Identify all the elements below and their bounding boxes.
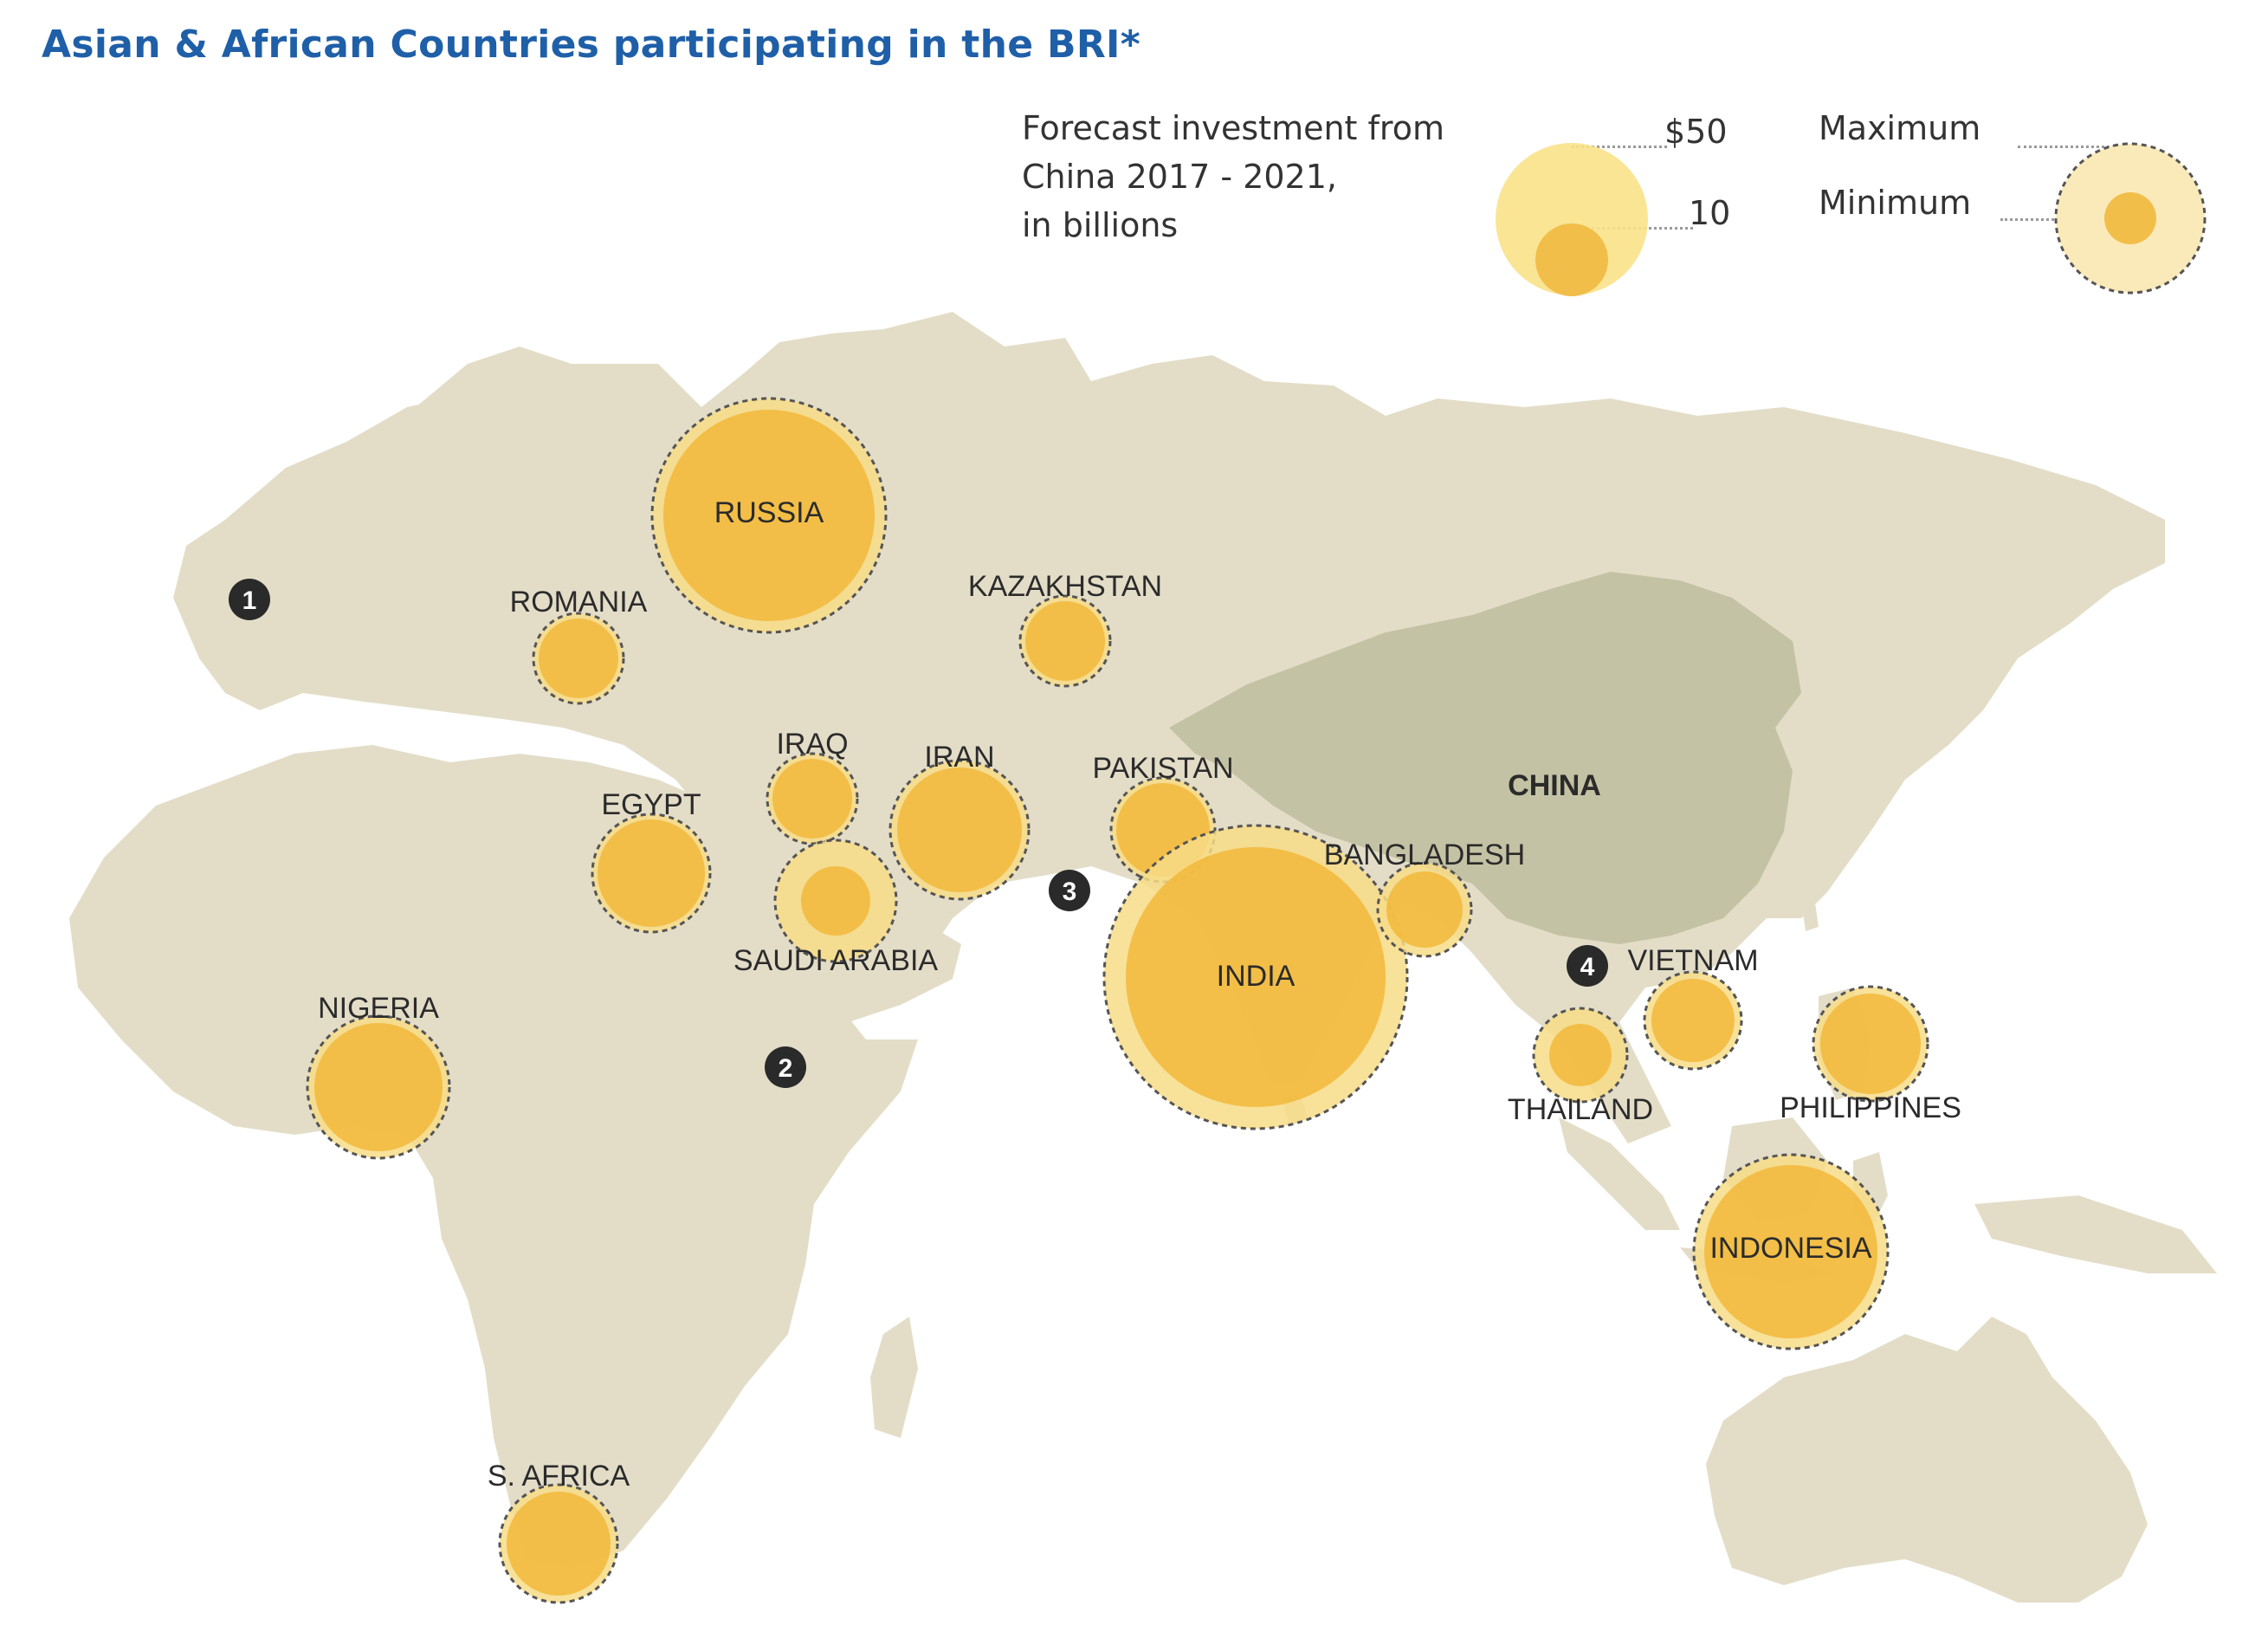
legend-line-3: in billions	[1022, 206, 1179, 244]
country-label-romania: ROMANIA	[510, 586, 648, 618]
bubble-nigeria	[306, 1014, 451, 1160]
japan	[1862, 641, 1940, 780]
bubble-min-thailand	[1549, 1024, 1612, 1086]
bubble-kazakhstan	[1018, 594, 1112, 688]
country-label-bangladesh: BANGLADESH	[1324, 839, 1525, 871]
bubble-s-africa	[498, 1483, 619, 1604]
country-label-iran: IRAN	[924, 741, 994, 774]
legend-leader-max	[2018, 146, 2130, 148]
country-label-saudi-arabia: SAUDI ARABIA	[733, 944, 939, 977]
marker-3: 3	[1049, 870, 1090, 911]
bubble-min-egypt	[598, 819, 705, 927]
taiwan	[1801, 897, 1819, 931]
legend-symbols	[1496, 142, 2207, 296]
bubble-thailand	[1532, 1007, 1629, 1104]
bubble-iraq	[766, 752, 859, 845]
bubble-vietnam	[1643, 970, 1743, 1071]
country-labels: RUSSIA ROMANIA KAZAKHSTAN IRAQ IRAN PAKISTAN E…	[318, 496, 1961, 1493]
bubble-min-india	[1126, 847, 1386, 1107]
marker-number-4: 4	[1580, 953, 1595, 981]
legend-min-label: Minimum	[1819, 184, 1972, 222]
china-label: CHINA	[1508, 769, 1601, 802]
bubble-indonesia	[1692, 1153, 1890, 1350]
country-label-india: INDIA	[1217, 960, 1296, 993]
marker-circle-2	[765, 1046, 806, 1088]
bubble-min-vietnam	[1651, 979, 1735, 1062]
legend-size-large-label: $50	[1664, 113, 1728, 151]
legend-leader-large	[1572, 146, 1667, 148]
bubble-egypt	[591, 813, 712, 934]
bubble-philippines	[1812, 985, 1929, 1103]
bubble-russia	[650, 397, 888, 634]
country-label-pakistan: PAKISTAN	[1092, 752, 1233, 785]
investment-bubbles	[306, 397, 1929, 1604]
country-label-vietnam: VIETNAM	[1627, 944, 1758, 977]
australia	[1706, 1317, 2148, 1603]
bubble-min-iraq	[772, 759, 852, 839]
legend-max-label: Maximum	[1819, 109, 1981, 147]
bubble-min-indonesia	[1704, 1165, 1877, 1338]
country-label-egypt: EGYPT	[601, 788, 701, 821]
bubble-min-s-africa	[507, 1492, 611, 1596]
country-label-philippines: PHILIPPINES	[1780, 1091, 1961, 1124]
country-label-thailand: THAILAND	[1508, 1093, 1653, 1126]
marker-number-1: 1	[242, 586, 257, 615]
marker-4: 4	[1567, 945, 1608, 987]
country-label-nigeria: NIGERIA	[318, 992, 439, 1025]
marker-circle-3	[1049, 870, 1090, 911]
bubble-min-nigeria	[314, 1023, 443, 1151]
country-label-iraq: IRAQ	[776, 728, 848, 761]
marker-circle-4	[1567, 945, 1608, 987]
bubble-min-russia	[663, 410, 875, 621]
africa-landmass	[69, 745, 918, 1568]
country-label-russia: RUSSIA	[714, 496, 824, 529]
legend-bubble-small	[1535, 223, 1608, 296]
legend-description: Forecast investment from China 2017 - 20…	[1022, 104, 1444, 249]
marker-1: 1	[229, 579, 270, 620]
scandinavia	[416, 346, 572, 485]
bubble-saudi-arabia	[773, 839, 898, 963]
bubble-min-philippines	[1820, 994, 1921, 1094]
bubble-min-kazakhstan	[1025, 601, 1105, 681]
numbered-markers: 1 2 3 4	[229, 579, 1608, 1088]
marker-number-2: 2	[779, 1054, 793, 1083]
legend-bubble-large	[1496, 143, 1648, 295]
bubble-romania	[532, 612, 625, 705]
marker-circle-1	[229, 579, 270, 620]
legend-line-2: China 2017 - 2021,	[1022, 158, 1337, 196]
bubble-iran	[888, 759, 1031, 901]
country-label-indonesia: INDONESIA	[1709, 1232, 1871, 1265]
country-label-kazakhstan: KAZAKHSTAN	[968, 570, 1162, 603]
marker-number-3: 3	[1063, 878, 1077, 906]
bubble-min-romania	[539, 618, 618, 698]
bubble-min-iran	[897, 767, 1022, 892]
country-label-s-africa: S. AFRICA	[488, 1460, 630, 1493]
legend-line-1: Forecast investment from	[1022, 109, 1444, 147]
madagascar	[870, 1317, 918, 1438]
bubble-bangladesh	[1376, 861, 1473, 958]
new-guinea	[1974, 1195, 2217, 1273]
bubble-min-bangladesh	[1386, 871, 1463, 948]
china-territory	[1169, 572, 1801, 944]
legend-ring-min	[2104, 192, 2156, 244]
legend-size-small-label: 10	[1689, 194, 1731, 232]
bubble-india	[1102, 824, 1409, 1130]
marker-2: 2	[765, 1046, 806, 1088]
map-title: Asian & African Countries participating …	[42, 23, 1141, 67]
sumatra	[1559, 1117, 1680, 1230]
bubble-min-saudi-arabia	[801, 866, 870, 936]
